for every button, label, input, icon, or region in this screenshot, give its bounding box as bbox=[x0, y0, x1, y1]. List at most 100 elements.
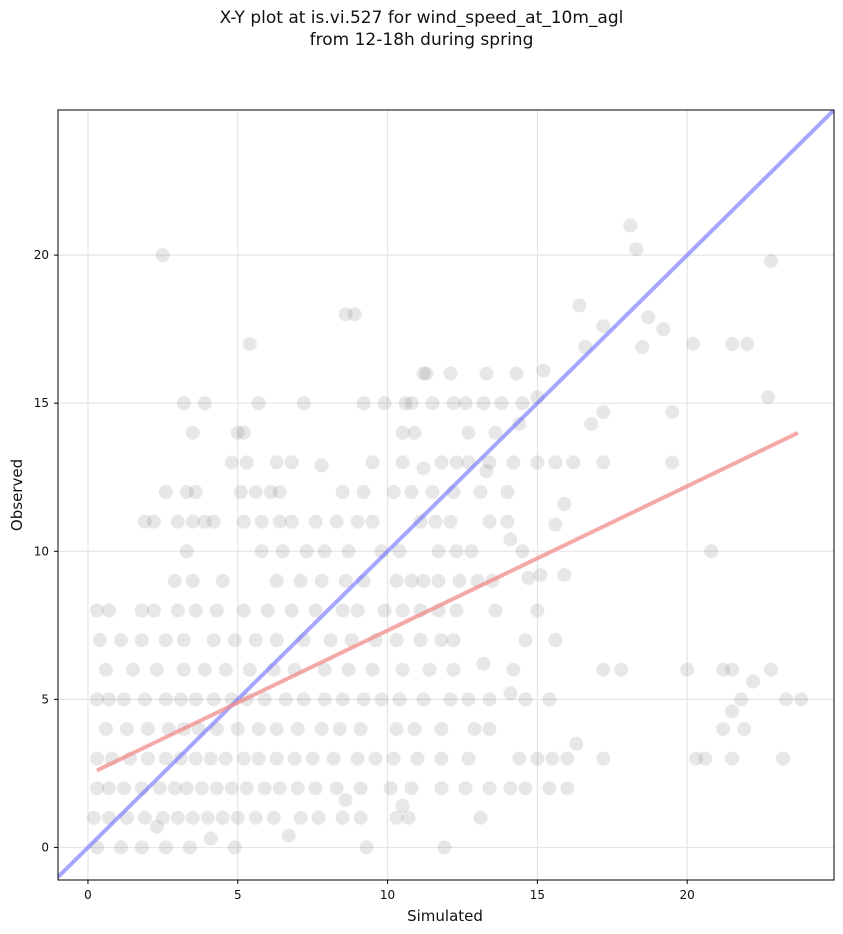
scatter-point bbox=[185, 514, 200, 529]
scatter-point bbox=[338, 573, 353, 588]
scatter-point bbox=[89, 692, 104, 707]
scatter-point bbox=[482, 514, 497, 529]
scatter-point bbox=[680, 662, 695, 677]
scatter-point bbox=[290, 781, 305, 796]
scatter-point bbox=[389, 573, 404, 588]
scatter-point bbox=[395, 603, 410, 618]
scatter-point bbox=[86, 810, 101, 825]
scatter-point bbox=[98, 721, 113, 736]
scatter-point bbox=[431, 544, 446, 559]
scatter-point bbox=[395, 425, 410, 440]
scatter-point bbox=[194, 781, 209, 796]
scatter-point bbox=[269, 721, 284, 736]
scatter-point bbox=[89, 603, 104, 618]
scatter-point bbox=[266, 810, 281, 825]
scatter-point bbox=[227, 633, 242, 648]
scatter-point bbox=[386, 485, 401, 500]
scatter-point bbox=[197, 662, 212, 677]
scatter-point bbox=[284, 603, 299, 618]
scatter-point bbox=[359, 840, 374, 855]
scatter-point bbox=[407, 425, 422, 440]
scatter-point bbox=[389, 810, 404, 825]
scatter-point bbox=[182, 840, 197, 855]
scatter-point bbox=[188, 751, 203, 766]
scatter-point bbox=[434, 633, 449, 648]
scatter-point bbox=[698, 751, 713, 766]
scatter-point bbox=[248, 633, 263, 648]
scatter-point bbox=[482, 781, 497, 796]
scatter-point bbox=[116, 692, 131, 707]
scatter-point bbox=[278, 692, 293, 707]
scatter-point bbox=[473, 810, 488, 825]
scatter-point bbox=[467, 721, 482, 736]
scatter-point bbox=[275, 544, 290, 559]
scatter-point bbox=[404, 396, 419, 411]
scatter-point bbox=[431, 573, 446, 588]
scatter-point bbox=[434, 751, 449, 766]
scatter-point bbox=[272, 514, 287, 529]
scatter-point bbox=[329, 514, 344, 529]
scatter-point bbox=[548, 633, 563, 648]
scatter-point bbox=[512, 416, 527, 431]
scatter-point bbox=[197, 514, 212, 529]
scatter-point bbox=[389, 633, 404, 648]
scatter-point bbox=[506, 662, 521, 677]
scatter-point bbox=[248, 810, 263, 825]
scatter-point bbox=[113, 840, 128, 855]
scatter-point bbox=[401, 810, 416, 825]
scatter-point bbox=[335, 485, 350, 500]
scatter-point bbox=[215, 573, 230, 588]
scatter-point bbox=[536, 363, 551, 378]
scatter-point bbox=[533, 567, 548, 582]
scatter-point bbox=[473, 485, 488, 500]
scatter-point bbox=[503, 532, 518, 547]
scatter-point bbox=[299, 544, 314, 559]
y-tick-label: 10 bbox=[34, 544, 49, 558]
scatter-point bbox=[734, 692, 749, 707]
scatter-point bbox=[158, 840, 173, 855]
scatter-point bbox=[392, 692, 407, 707]
scatter-point bbox=[542, 781, 557, 796]
reference-lines bbox=[58, 110, 834, 879]
scatter-point bbox=[449, 544, 464, 559]
scatter-point bbox=[89, 751, 104, 766]
scatter-point bbox=[416, 461, 431, 476]
scatter-point bbox=[521, 570, 536, 585]
scatter-point bbox=[269, 573, 284, 588]
scatter-point bbox=[764, 254, 779, 269]
scatter-point bbox=[518, 692, 533, 707]
scatter-point bbox=[515, 544, 530, 559]
x-tick-label: 20 bbox=[680, 888, 695, 902]
scatter-point bbox=[443, 692, 458, 707]
scatter-point bbox=[317, 544, 332, 559]
x-tick-label: 15 bbox=[530, 888, 545, 902]
scatter-point bbox=[446, 662, 461, 677]
scatter-point bbox=[740, 336, 755, 351]
scatter-point bbox=[560, 751, 575, 766]
x-tick-label: 10 bbox=[380, 888, 395, 902]
scatter-point bbox=[293, 573, 308, 588]
scatter-point bbox=[176, 633, 191, 648]
scatter-point bbox=[476, 656, 491, 671]
scatter-point bbox=[236, 751, 251, 766]
scatter-point bbox=[185, 810, 200, 825]
scatter-point bbox=[623, 218, 638, 233]
scatter-point bbox=[113, 633, 128, 648]
scatter-point bbox=[314, 573, 329, 588]
scatter-point bbox=[776, 751, 791, 766]
scatter-point bbox=[149, 662, 164, 677]
scatter-point bbox=[635, 339, 650, 354]
x-tick-label: 0 bbox=[84, 888, 92, 902]
scatter-point bbox=[725, 704, 740, 719]
scatter-point bbox=[449, 455, 464, 470]
scatter-point bbox=[356, 485, 371, 500]
scatter-point bbox=[665, 455, 680, 470]
scatter-point bbox=[461, 425, 476, 440]
scatter-point bbox=[779, 692, 794, 707]
scatter-point bbox=[386, 751, 401, 766]
scatter-point bbox=[557, 567, 572, 582]
scatter-point bbox=[434, 455, 449, 470]
scatter-point bbox=[236, 425, 251, 440]
data-points bbox=[86, 218, 809, 855]
